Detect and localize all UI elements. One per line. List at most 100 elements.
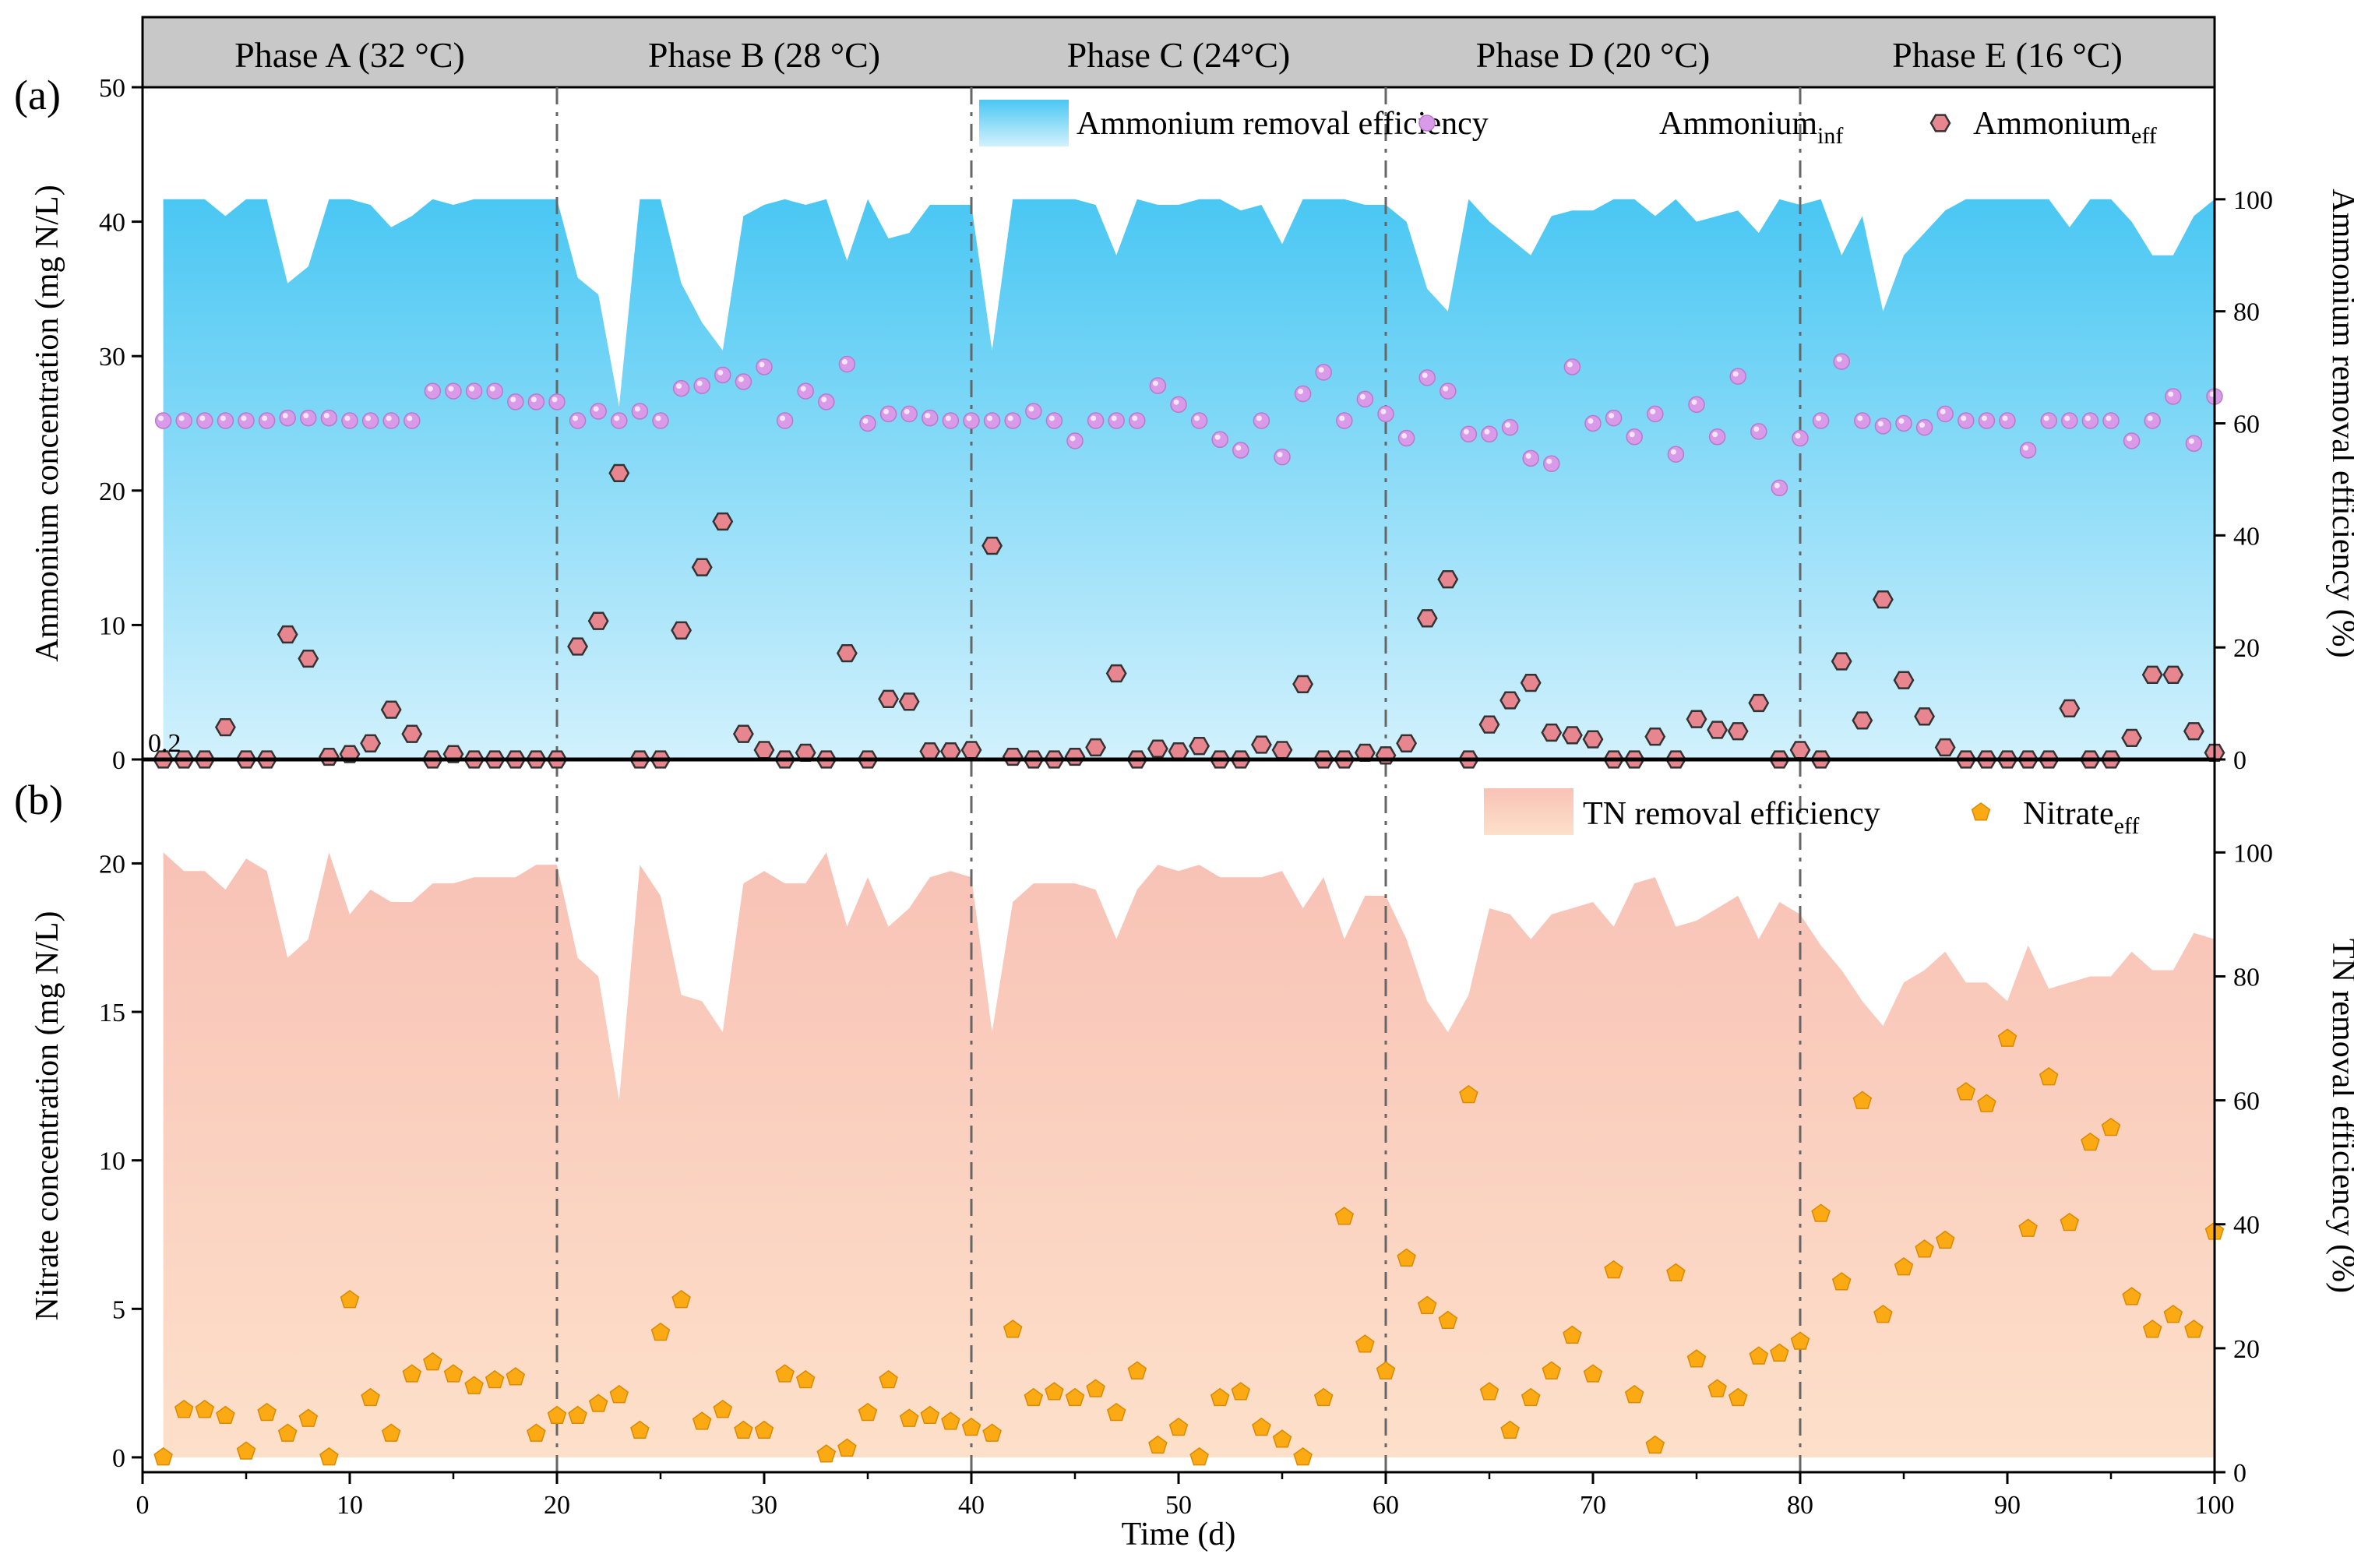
phase-divider-layer xyxy=(555,87,1802,1472)
left-y-axis-title: Nitrate concentration (mg N/L) xyxy=(30,911,65,1321)
ammonium-inf-point-highlight xyxy=(323,413,329,419)
ammonium-inf-point xyxy=(1771,479,1788,497)
nitrate-eff-point xyxy=(423,1351,442,1371)
ammonium-inf-point-highlight xyxy=(2106,415,2112,421)
ammonium-inf-point xyxy=(1792,429,1809,447)
ammonium-inf-point xyxy=(1854,412,1871,429)
ammonium-inf-point-highlight xyxy=(469,386,475,392)
ammonium-removal-efficiency-area xyxy=(163,199,2215,760)
nitrate-eff-point xyxy=(1106,1402,1126,1422)
nitrate-eff-point xyxy=(1065,1387,1085,1407)
ammonium-eff-point xyxy=(919,742,941,761)
ammonium-eff-legend-marker xyxy=(1929,114,1951,132)
ammonium-inf-point-highlight xyxy=(178,415,185,421)
ammonium-eff-point xyxy=(732,724,754,743)
ammonium-inf-point xyxy=(1481,425,1498,443)
ammonium-inf-point xyxy=(2144,412,2161,429)
ammonium-eff-point xyxy=(608,463,630,483)
ammonium-inf-point xyxy=(175,412,192,429)
left-y-tick-label: 5 xyxy=(112,1295,125,1324)
ammonium-inf-point-highlight xyxy=(1650,408,1656,414)
nitrate-eff-point xyxy=(1168,1417,1189,1436)
right-y-tick-label: 60 xyxy=(2233,1087,2260,1116)
ammonium-inf-point xyxy=(1812,412,1830,429)
nitrate-eff-point xyxy=(1045,1382,1064,1401)
ammonium-inf-point-highlight xyxy=(1235,445,1242,451)
ammonium-eff-point xyxy=(1396,734,1418,752)
ammonium-eff-point xyxy=(2162,665,2184,684)
ammonium-inf-point-highlight xyxy=(1898,418,1905,424)
ammonium-inf-point xyxy=(341,412,358,429)
nitrate-eff-point xyxy=(1293,1446,1313,1466)
ammonium-inf-point-highlight xyxy=(551,396,558,403)
ammonium-inf-point-highlight xyxy=(1380,408,1387,414)
ammonium-inf-point xyxy=(1688,396,1705,414)
ammonium-inf-point xyxy=(382,412,400,429)
nitrate-eff-point xyxy=(1376,1361,1396,1379)
ammonium-inf-point-highlight xyxy=(1981,415,1987,421)
ammonium-eff-point xyxy=(1914,707,1936,726)
ammonium-inf-point xyxy=(1294,385,1312,403)
nitrate-eff-point xyxy=(1728,1387,1748,1407)
ammonium-inf-point-highlight xyxy=(262,415,268,421)
nitrate-eff-point xyxy=(568,1405,587,1425)
nitrate-eff-point xyxy=(1666,1263,1686,1282)
ammonium-inf-point-highlight xyxy=(1505,422,1511,428)
nitrate-eff-point xyxy=(1624,1384,1644,1404)
ammonium-inf-point xyxy=(2019,442,2037,459)
ammonium-inf-point-highlight xyxy=(199,415,206,421)
nitrate-eff-point xyxy=(650,1322,671,1341)
ammonium-inf-point xyxy=(859,414,876,432)
ammonium-inf-point xyxy=(403,412,421,429)
ammonium-inf-point xyxy=(569,412,587,429)
ammonium-eff-point xyxy=(1478,715,1500,734)
ammonium-inf-point-highlight xyxy=(1609,413,1615,419)
nitrate-eff-point xyxy=(1645,1435,1665,1454)
ammonium-eff-point xyxy=(1520,673,1542,692)
ammonium-eff-point xyxy=(1250,735,1272,754)
ammonium-eff-point xyxy=(2121,728,2143,748)
ammonium-inf-point-highlight xyxy=(1463,428,1469,435)
right-y-tick-label: 20 xyxy=(2233,634,2260,663)
nitrate-eff-legend-marker xyxy=(1971,802,1991,821)
ammonium-eff-point xyxy=(2183,722,2204,741)
ammonium-inf-point xyxy=(2185,435,2203,453)
ammonium-inf-point-highlight xyxy=(904,408,910,414)
ammonium-eff-point xyxy=(360,734,382,752)
ammonium-inf-legend-label: Ammoniuminf xyxy=(1659,106,1843,149)
nitrate-eff-point xyxy=(381,1423,401,1442)
ammonium-eff-point xyxy=(878,689,900,708)
nitrate-eff-point xyxy=(1438,1310,1458,1330)
ammonium-inf-point-highlight xyxy=(738,376,744,382)
nitrate-eff-point xyxy=(1500,1420,1520,1439)
nitrate-eff-point xyxy=(775,1364,795,1383)
nitrate-eff-point xyxy=(464,1376,484,1394)
ammonium-inf-point xyxy=(1563,358,1581,375)
ammonium-inf-point-highlight xyxy=(614,415,620,421)
right-y-tick-label: 60 xyxy=(2233,410,2260,439)
left-y-tick-label: 40 xyxy=(99,209,125,238)
nitrate-eff-point xyxy=(1583,1364,1603,1383)
ammonium-inf-point-highlight xyxy=(344,415,351,421)
ammonium-inf-point-highlight xyxy=(2084,415,2091,421)
ammonium-inf-point xyxy=(1397,429,1415,447)
ammonium-eff-point xyxy=(587,611,609,630)
ammonium-eff-point xyxy=(1789,741,1811,759)
ammonium-inf-point xyxy=(154,412,172,429)
ammonium-inf-point-highlight xyxy=(1277,452,1283,458)
ammonium-inf-point xyxy=(879,405,897,423)
left-y-tick-label: 0 xyxy=(112,1444,125,1473)
x-tick-label: 20 xyxy=(544,1491,570,1520)
nitrate-eff-point xyxy=(216,1405,235,1425)
ammonium-inf-point-highlight xyxy=(925,413,931,419)
ammonium-inf-point-highlight xyxy=(530,396,537,403)
ammonium-inf-point xyxy=(1895,414,1912,432)
ammonium-eff-point xyxy=(1852,711,1873,730)
ammonium-inf-point-highlight xyxy=(800,386,806,392)
nitrate-eff-point xyxy=(485,1369,505,1389)
ammonium-inf-point-highlight xyxy=(1048,415,1055,421)
ammonium-inf-point xyxy=(1543,455,1560,473)
nitrate-eff-point xyxy=(1604,1260,1623,1279)
x-axis-title: Time (d) xyxy=(1122,1517,1236,1552)
ammonium-eff-point xyxy=(1582,730,1604,749)
